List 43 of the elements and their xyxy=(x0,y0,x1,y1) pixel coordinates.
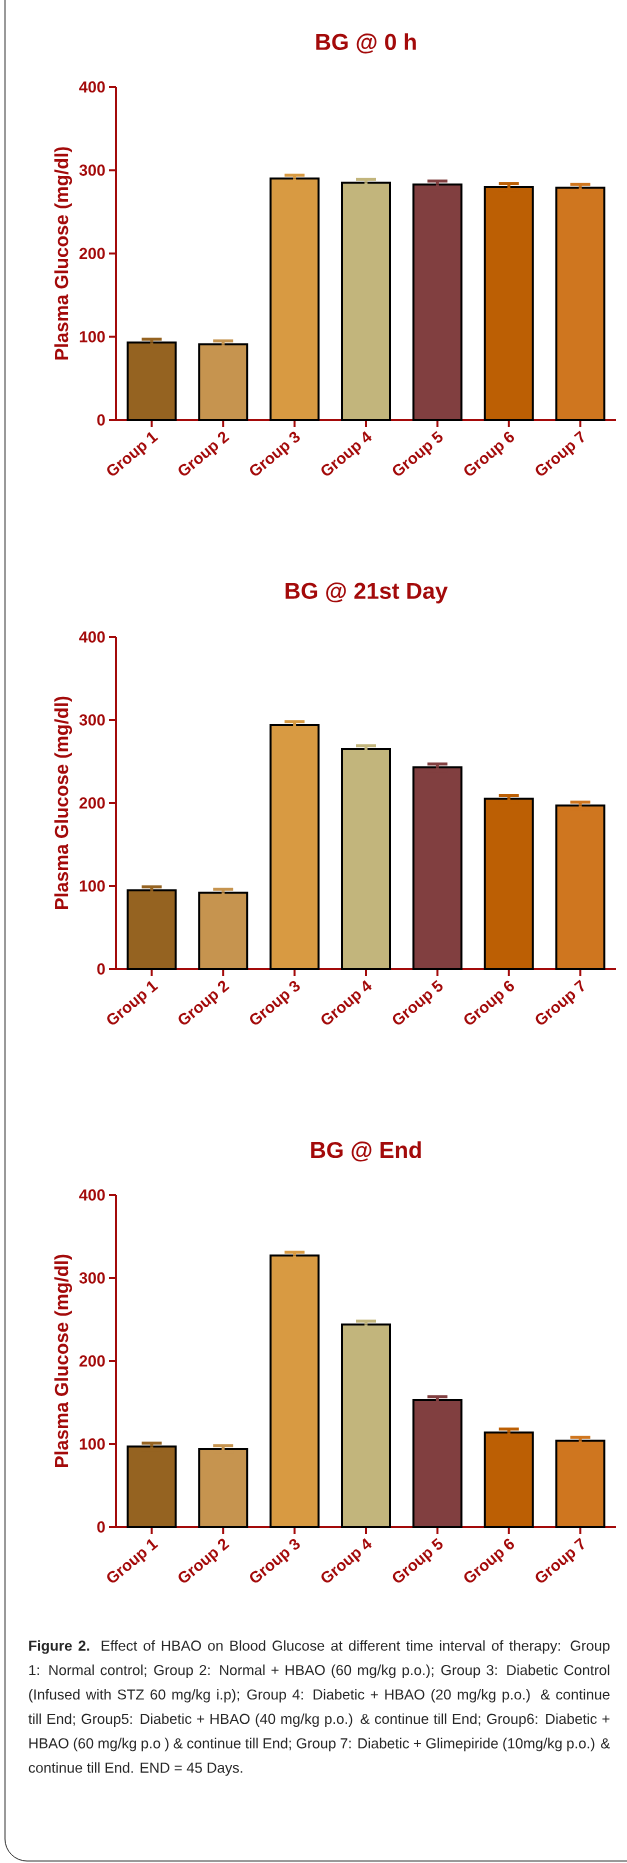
bar xyxy=(126,341,177,421)
y-tick-label: 100 xyxy=(79,880,105,892)
y-tick-label: 100 xyxy=(79,1438,105,1450)
y-axis-title: Plasma Glucose (mg/dl) xyxy=(54,696,73,910)
bar xyxy=(341,1323,391,1528)
bar xyxy=(126,889,177,970)
bar xyxy=(412,766,463,970)
bar xyxy=(198,1447,249,1528)
bar xyxy=(555,804,606,970)
bar xyxy=(198,343,249,421)
bar xyxy=(269,177,320,421)
bar xyxy=(483,185,534,421)
bar xyxy=(269,1254,320,1528)
y-tick-label: 400 xyxy=(79,1189,105,1201)
y-axis-title: Plasma Glucose (mg/dl) xyxy=(54,147,73,360)
chart-title: BG @ End xyxy=(311,1141,421,1162)
y-tick-label: 0 xyxy=(97,414,105,426)
y-tick-label: 400 xyxy=(79,631,105,643)
bar xyxy=(341,181,391,421)
bar xyxy=(198,891,249,970)
y-tick-label: 100 xyxy=(79,331,105,343)
y-tick-label: 300 xyxy=(79,164,105,176)
bar xyxy=(483,1431,534,1528)
y-tick-label: 300 xyxy=(79,714,105,726)
chart-title: BG @ 0 h xyxy=(316,33,416,54)
text: Figure 2. Effect of HBAO on Blood Glucose at different time interval of therapy: Group 1: Normal control; Group 2: Normal + HBAO (60 mg/kg p.o.); Group 3: Diabetic Control (Infused with STZ 60 mg/kg i.p); Group 4: Diabetic + HBAO (20 mg/kg p.o.) & continue till End; Group5: Diabetic + HBAO (40 mg/kg p.o.) & continue till End; Group6: Diabetic + HBAO (60 mg/kg p.o ) & continue till End; Group 7: Diabetic + Glimepiride (10mg/kg p.o.) & continue till End. END = 45 Days. xyxy=(28,1640,610,1776)
bar xyxy=(555,186,606,421)
y-tick-label: 200 xyxy=(79,1355,105,1367)
chart-title: BG @ 21st Day xyxy=(285,582,448,604)
y-tick-label: 200 xyxy=(79,797,105,809)
bar xyxy=(483,797,534,970)
y-tick-label: 300 xyxy=(79,1272,105,1284)
y-tick-label: 200 xyxy=(79,247,105,260)
bar xyxy=(341,748,391,970)
bar xyxy=(555,1439,606,1528)
y-axis-title: Plasma Glucose (mg/dl) xyxy=(54,1254,73,1468)
bar xyxy=(126,1445,177,1528)
bar xyxy=(412,1399,463,1528)
y-tick-label: 0 xyxy=(97,1521,105,1533)
y-tick-label: 0 xyxy=(97,963,105,975)
y-tick-label: 400 xyxy=(79,81,105,93)
bar xyxy=(269,723,320,970)
bar xyxy=(412,183,463,421)
